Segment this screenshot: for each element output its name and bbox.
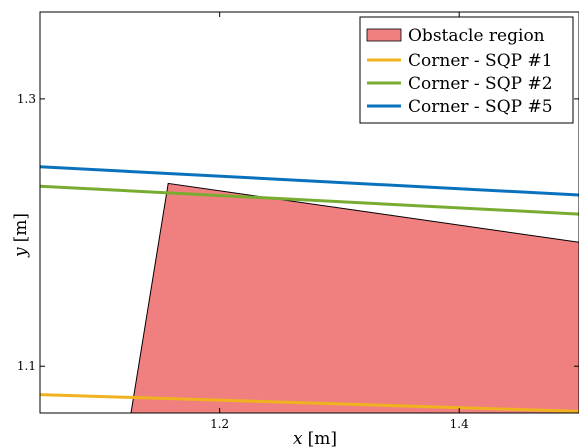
y-tick-label: 1.1	[17, 359, 36, 373]
x-tick-label: 1.2	[210, 417, 229, 431]
y-tick-label: 1.3	[17, 92, 36, 106]
plot-area	[40, 165, 579, 413]
legend-label-obstacle: Obstacle region	[408, 26, 545, 46]
legend: Obstacle region Corner - SQP #1 Corner -…	[359, 16, 574, 124]
y-axis-title: y [m]	[11, 213, 31, 258]
legend-label-sqp1: Corner - SQP #1	[408, 51, 553, 71]
obstacle-region	[93, 182, 579, 413]
legend-label-sqp2: Corner - SQP #2	[408, 74, 553, 94]
legend-label-sqp5: Corner - SQP #5	[408, 97, 553, 117]
y-axis-var: y	[11, 247, 31, 258]
x-axis-unit: [m]	[308, 429, 337, 448]
axis-ticks: 1.2 1.4 1.1 1.3	[17, 12, 579, 431]
series-line-sqp2	[40, 184, 579, 216]
x-axis-var: x	[293, 429, 303, 448]
x-tick-label: 1.4	[450, 417, 469, 431]
series-line-sqp1	[40, 393, 579, 413]
series-line-sqp5	[40, 165, 579, 197]
x-axis-title: x [m]	[293, 429, 337, 448]
legend-swatch-obstacle	[366, 28, 402, 42]
plot-frame	[39, 11, 579, 414]
y-axis-unit: [m]	[11, 213, 31, 242]
